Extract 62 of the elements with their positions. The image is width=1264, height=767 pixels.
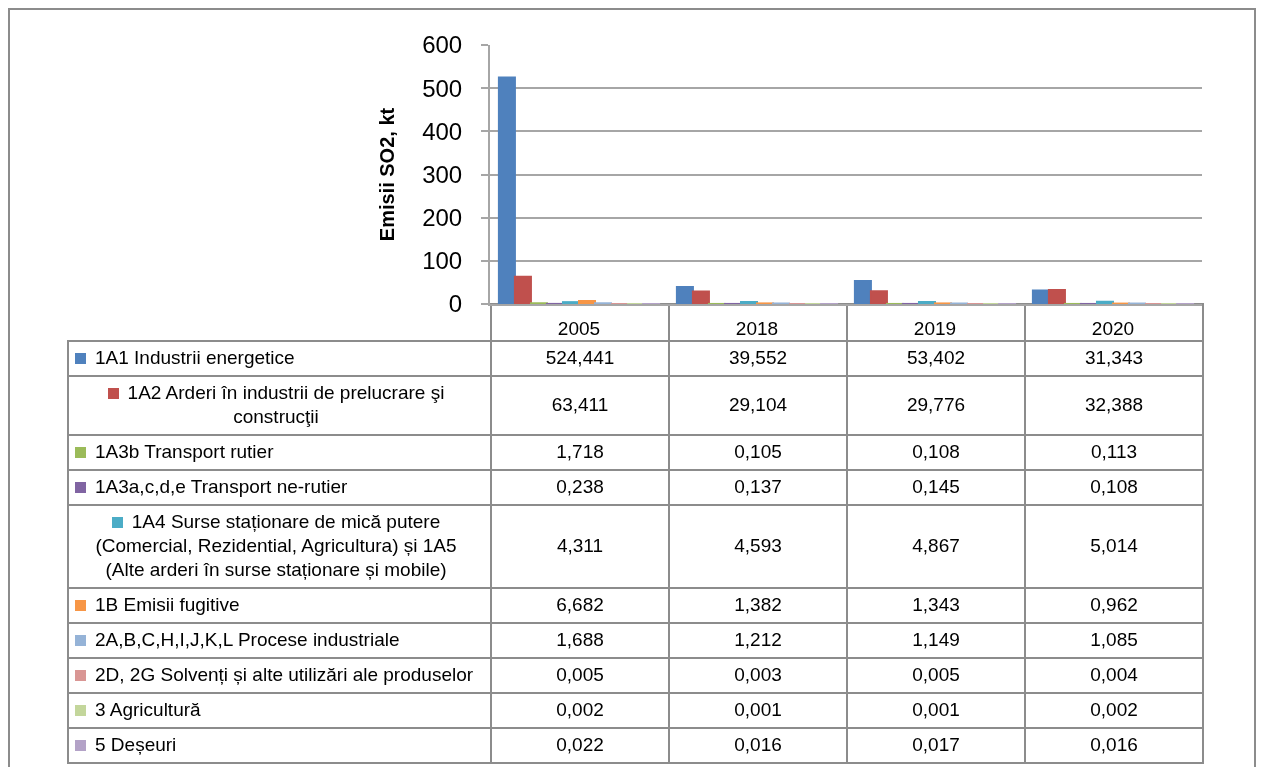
data-label: 0,017 <box>847 728 1025 763</box>
data-label: 524,441 <box>491 341 669 376</box>
data-label: 1,085 <box>1025 623 1203 658</box>
data-label: 0,004 <box>1025 658 1203 693</box>
y-tick-label: 300 <box>422 160 463 188</box>
data-label: 0,113 <box>1025 435 1203 470</box>
data-label: 6,682 <box>491 588 669 623</box>
y-tick-label: 200 <box>422 204 463 232</box>
data-label: 1,718 <box>491 435 669 470</box>
data-label: 0,005 <box>491 658 669 693</box>
data-label: 29,776 <box>847 376 1025 435</box>
data-label: 31,343 <box>1025 341 1203 376</box>
legend-label: 2D, 2G Solvenți și alte utilizări ale produselor <box>95 664 474 685</box>
x-tick-label: 2018 <box>735 317 779 339</box>
data-label: 0,108 <box>1025 470 1203 505</box>
data-label: 0,145 <box>847 470 1025 505</box>
y-tick-label: 0 <box>448 290 463 318</box>
x-tick-label: 2005 <box>557 317 601 339</box>
data-label: 4,593 <box>669 505 847 588</box>
legend-label: 1A1 Industrii energetice <box>95 347 295 368</box>
data-label: 0,001 <box>847 693 1025 728</box>
data-label: 29,104 <box>669 376 847 435</box>
legend-label: 3 Agricultură <box>95 699 201 720</box>
y-axis-title: Emisii SO2, kt <box>376 107 399 242</box>
legend-label: 5 Deșeuri <box>95 734 177 755</box>
legend-label: 1A3a,c,d,e Transport ne-rutier <box>95 476 348 497</box>
y-tick-label: 400 <box>422 117 463 145</box>
data-label: 1,343 <box>847 588 1025 623</box>
data-label: 0,105 <box>669 435 847 470</box>
legend-label: 2A,B,C,H,I,J,K,L Procese industriale <box>95 629 400 650</box>
data-label: 39,552 <box>669 341 847 376</box>
data-label: 1,212 <box>669 623 847 658</box>
data-label: 0,005 <box>847 658 1025 693</box>
data-label: 1,688 <box>491 623 669 658</box>
legend-label: 1A2 Arderi în industrii de prelucrare şi construcţii <box>127 382 445 427</box>
data-label: 4,867 <box>847 505 1025 588</box>
data-label: 0,001 <box>669 693 847 728</box>
y-tick-label: 100 <box>422 247 463 275</box>
data-label: 0,016 <box>1025 728 1203 763</box>
data-label: 4,311 <box>491 505 669 588</box>
data-label: 63,411 <box>491 376 669 435</box>
y-tick-label: 600 <box>422 31 463 59</box>
data-label: 5,014 <box>1025 505 1203 588</box>
data-label: 0,002 <box>491 693 669 728</box>
legend-label: 1A4 Surse staționare de mică putere (Comercial, Rezidential, Agricultura) și 1A5 (Alte arderi în surse staționare și mobile) <box>95 511 457 580</box>
data-label: 0,108 <box>847 435 1025 470</box>
data-label: 0,022 <box>491 728 669 763</box>
data-label: 1,382 <box>669 588 847 623</box>
data-label: 32,388 <box>1025 376 1203 435</box>
x-tick-label: 2020 <box>1091 317 1135 339</box>
legend-label: 1B Emisii fugitive <box>95 594 240 615</box>
data-label: 0,962 <box>1025 588 1203 623</box>
data-label: 0,238 <box>491 470 669 505</box>
y-tick-label: 500 <box>422 74 463 102</box>
data-label: 53,402 <box>847 341 1025 376</box>
data-label: 0,003 <box>669 658 847 693</box>
data-label: 0,137 <box>669 470 847 505</box>
x-tick-label: 2019 <box>913 317 957 339</box>
data-label: 0,002 <box>1025 693 1203 728</box>
legend-label: 1A3b Transport rutier <box>95 441 274 462</box>
data-label: 1,149 <box>847 623 1025 658</box>
data-label: 0,016 <box>669 728 847 763</box>
